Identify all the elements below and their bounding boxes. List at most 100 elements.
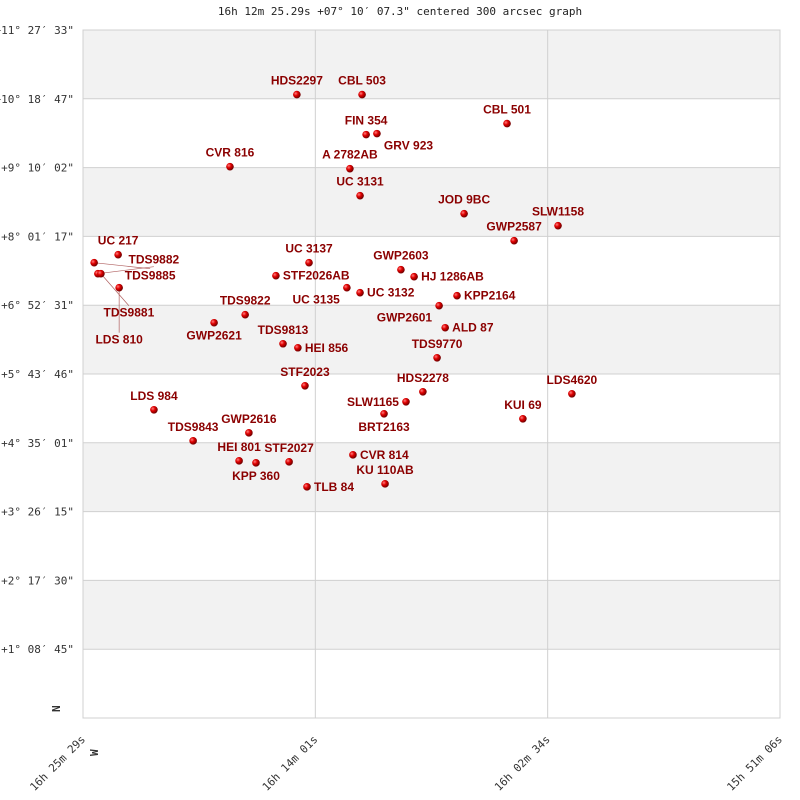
star-label: TDS9770	[412, 337, 463, 351]
star-marker	[356, 288, 364, 297]
star-marker	[226, 162, 234, 171]
star-label: LDS4620	[547, 373, 598, 387]
star-point: HDS2297	[271, 74, 323, 99]
star-marker	[245, 429, 253, 437]
y-tick-label: +5° 43′ 46"	[1, 368, 74, 381]
star-marker	[343, 283, 351, 292]
star-point: CBL 501	[483, 103, 531, 128]
star-label: STF2027	[264, 441, 314, 455]
star-point: SLW1165	[347, 395, 410, 409]
grid-band	[83, 442, 780, 512]
star-marker	[115, 283, 123, 292]
y-tick-label: +6° 52′ 31"	[1, 299, 74, 312]
label-leader-line	[100, 273, 130, 306]
star-label: TDS9822	[220, 294, 271, 308]
star-marker	[358, 90, 366, 99]
star-point: UC 3135	[292, 283, 351, 307]
y-tick-label: +10° 18′ 47"	[0, 93, 74, 106]
star-marker	[90, 258, 98, 267]
star-point: UC 217	[98, 234, 139, 259]
star-point: HEI 801	[217, 440, 261, 465]
star-marker	[362, 130, 370, 139]
star-point: HJ 1286AB	[410, 270, 484, 284]
x-tick-label: 16h 14m 01s	[260, 733, 321, 794]
star-point: KU 110AB	[356, 463, 414, 488]
star-point: KPP2164	[453, 289, 516, 303]
star-label: KPP 360	[232, 469, 280, 483]
star-label: KPP2164	[464, 289, 516, 303]
star-marker	[272, 271, 280, 280]
star-point: FIN 354	[345, 114, 388, 139]
star-marker	[252, 459, 260, 467]
star-label: SLW1165	[347, 395, 399, 409]
grid-band	[83, 580, 780, 650]
star-point: SLW1158	[532, 205, 584, 230]
star-point: CVR 814	[349, 448, 409, 462]
star-label: BRT2163	[358, 420, 410, 434]
star-marker	[241, 310, 249, 319]
star-point: TDS9881	[97, 269, 155, 320]
star-label: TDS9882	[129, 253, 180, 267]
star-marker	[402, 397, 410, 406]
y-tick-label: +8° 01′ 17"	[1, 230, 74, 243]
star-marker	[189, 437, 197, 445]
star-label: JOD 9BC	[438, 193, 490, 207]
star-marker	[397, 265, 405, 274]
star-label: GWP2587	[486, 220, 542, 234]
star-label: TDS9843	[168, 420, 219, 434]
star-point: TDS9822	[220, 294, 271, 319]
star-marker	[433, 353, 441, 362]
star-marker	[381, 480, 389, 488]
star-label: HDS2278	[397, 371, 449, 385]
star-marker	[349, 451, 357, 459]
star-marker	[419, 387, 427, 396]
star-label: TLB 84	[314, 480, 354, 494]
star-point: GRV 923	[373, 129, 433, 153]
star-label: CVR 814	[360, 448, 409, 462]
star-label: HJ 1286AB	[421, 270, 484, 284]
star-marker	[519, 415, 527, 423]
x-tick-label: 16h 25m 29s	[27, 733, 88, 794]
star-marker	[294, 343, 302, 352]
star-marker	[150, 405, 158, 414]
star-point: TDS9813	[258, 323, 309, 348]
star-marker	[510, 236, 518, 245]
star-label: A 2782AB	[322, 148, 378, 162]
star-marker	[301, 381, 309, 390]
star-point: TDS9770	[412, 337, 463, 362]
star-point: STF2026AB	[272, 269, 350, 283]
star-marker	[435, 301, 443, 310]
star-label: KUI 69	[504, 398, 542, 412]
star-point: LDS4620	[547, 373, 598, 398]
star-label: GWP2616	[221, 412, 277, 426]
label-leader-line	[97, 266, 154, 275]
star-point: KPP 360	[232, 459, 280, 483]
star-label: TDS9881	[104, 306, 155, 320]
star-label: GWP2621	[186, 329, 242, 343]
star-label: LDS 984	[130, 389, 178, 403]
star-point: TLB 84	[303, 480, 354, 494]
star-point: UC 3137	[285, 242, 333, 267]
star-point: LDS 984	[130, 389, 178, 414]
star-marker	[235, 457, 243, 465]
star-point: HEI 856	[294, 341, 349, 355]
x-tick-label: 15h 51m 06s	[724, 733, 785, 794]
star-label: CBL 503	[338, 74, 386, 88]
star-label: UC 3137	[285, 242, 333, 256]
star-point: A 2782AB	[322, 148, 378, 173]
star-marker	[380, 410, 388, 418]
y-tick-label: +1° 08′ 45"	[1, 643, 74, 656]
star-marker	[210, 318, 218, 327]
star-marker	[303, 483, 311, 491]
star-label: TDS9813	[258, 323, 309, 337]
star-label: HDS2297	[271, 74, 323, 88]
grid-band	[83, 305, 780, 374]
star-point: HDS2278	[397, 371, 449, 396]
north-label: N	[50, 705, 63, 712]
star-marker	[279, 339, 287, 348]
star-marker	[460, 209, 468, 218]
star-label: UC 3132	[367, 286, 415, 300]
star-marker	[97, 269, 105, 278]
star-label: GWP2601	[377, 311, 433, 325]
